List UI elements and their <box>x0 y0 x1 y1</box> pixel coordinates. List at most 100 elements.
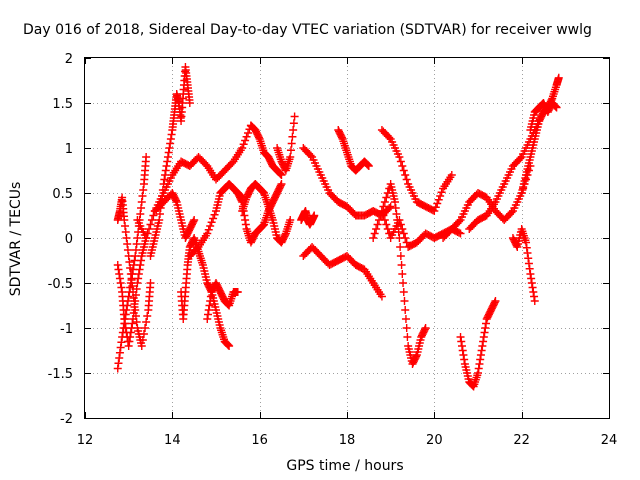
data-point <box>491 297 500 305</box>
data-point <box>146 279 155 287</box>
data-point <box>244 129 253 137</box>
data-point <box>382 193 391 202</box>
data-point <box>239 140 248 149</box>
series-trace-20 <box>377 126 456 215</box>
data-point <box>396 157 405 166</box>
data-point <box>135 265 144 274</box>
data-point <box>145 225 154 233</box>
data-point <box>132 318 141 326</box>
data-point <box>131 312 140 320</box>
data-point <box>289 119 298 128</box>
data-point <box>399 288 408 296</box>
data-point <box>479 337 488 346</box>
data-point <box>171 196 180 205</box>
data-point <box>363 160 372 169</box>
data-point <box>490 298 499 307</box>
x-tick-label: 24 <box>601 433 618 448</box>
data-point <box>121 319 130 328</box>
data-point <box>382 220 391 229</box>
data-point <box>456 333 465 341</box>
data-point <box>241 136 250 145</box>
data-point <box>527 274 536 283</box>
data-point <box>386 202 395 211</box>
data-point <box>551 102 560 110</box>
series-trace-11 <box>238 180 295 247</box>
data-point <box>155 210 164 218</box>
data-point <box>477 346 486 355</box>
x-tick-label: 14 <box>164 433 181 448</box>
data-point <box>524 254 533 263</box>
data-point <box>137 342 146 350</box>
y-axis-label: SDTVAR / TECUs <box>8 182 24 297</box>
data-point <box>397 261 406 269</box>
data-point <box>277 171 286 179</box>
data-point <box>459 351 468 359</box>
data-point <box>395 153 404 161</box>
data-point <box>204 306 213 314</box>
y-tick-label: -2 <box>60 412 73 427</box>
data-point <box>475 360 484 368</box>
series-trace-25 <box>517 73 563 197</box>
data-point <box>281 231 290 239</box>
data-point <box>185 99 194 107</box>
axis-ticks: 12 14 16 18 20 22 24 -2 -1.5 -1 -0.5 0 0.5 1 1.5 2 <box>48 52 618 448</box>
data-point <box>146 220 155 229</box>
y-tick-label: -1 <box>60 322 73 337</box>
data-point <box>137 256 146 265</box>
data-point <box>130 300 139 308</box>
data-point <box>125 258 134 266</box>
data-point <box>115 348 124 357</box>
data-point <box>114 359 123 368</box>
data-point <box>286 153 295 161</box>
data-point <box>512 241 521 250</box>
series-trace-24 <box>508 225 539 305</box>
data-point <box>233 288 242 296</box>
data-point <box>377 207 386 215</box>
data-point <box>474 369 482 377</box>
data-point <box>123 240 132 248</box>
data-point <box>225 342 234 350</box>
data-point <box>430 207 439 215</box>
data-point <box>142 153 151 161</box>
data-point <box>481 324 490 332</box>
data-point <box>527 279 536 287</box>
data-point <box>420 325 429 334</box>
series-trace-2 <box>113 234 151 350</box>
series-trace-9 <box>203 279 242 323</box>
data-point <box>210 210 219 219</box>
data-point <box>286 216 295 224</box>
data-point <box>551 102 560 111</box>
data-point <box>403 333 412 341</box>
data-point <box>224 341 233 350</box>
data-point <box>421 324 430 332</box>
series-trace-15 <box>299 243 386 301</box>
data-point <box>370 229 379 238</box>
series-trace-26 <box>526 99 561 134</box>
data-point <box>399 229 408 238</box>
data-point <box>122 234 131 242</box>
data-point <box>396 220 405 229</box>
data-point <box>373 220 382 229</box>
data-point <box>206 222 215 230</box>
data-point <box>402 324 411 332</box>
data-point <box>138 192 147 200</box>
data-point <box>141 324 150 332</box>
grid <box>85 58 609 418</box>
y-tick-label: 1.5 <box>52 97 73 112</box>
data-point <box>165 144 174 152</box>
data-point <box>399 279 408 287</box>
data-point <box>137 198 146 206</box>
data-point <box>379 202 388 211</box>
data-point <box>369 234 378 242</box>
data-point <box>207 218 216 227</box>
data-point <box>455 228 464 237</box>
data-point <box>383 225 392 233</box>
data-point <box>385 133 394 142</box>
series-trace-6 <box>133 189 199 242</box>
y-tick-label: 0.5 <box>52 187 73 202</box>
data-point <box>139 330 148 338</box>
data-point <box>116 343 125 352</box>
series-trace-7 <box>177 234 234 350</box>
data-point <box>113 261 122 269</box>
